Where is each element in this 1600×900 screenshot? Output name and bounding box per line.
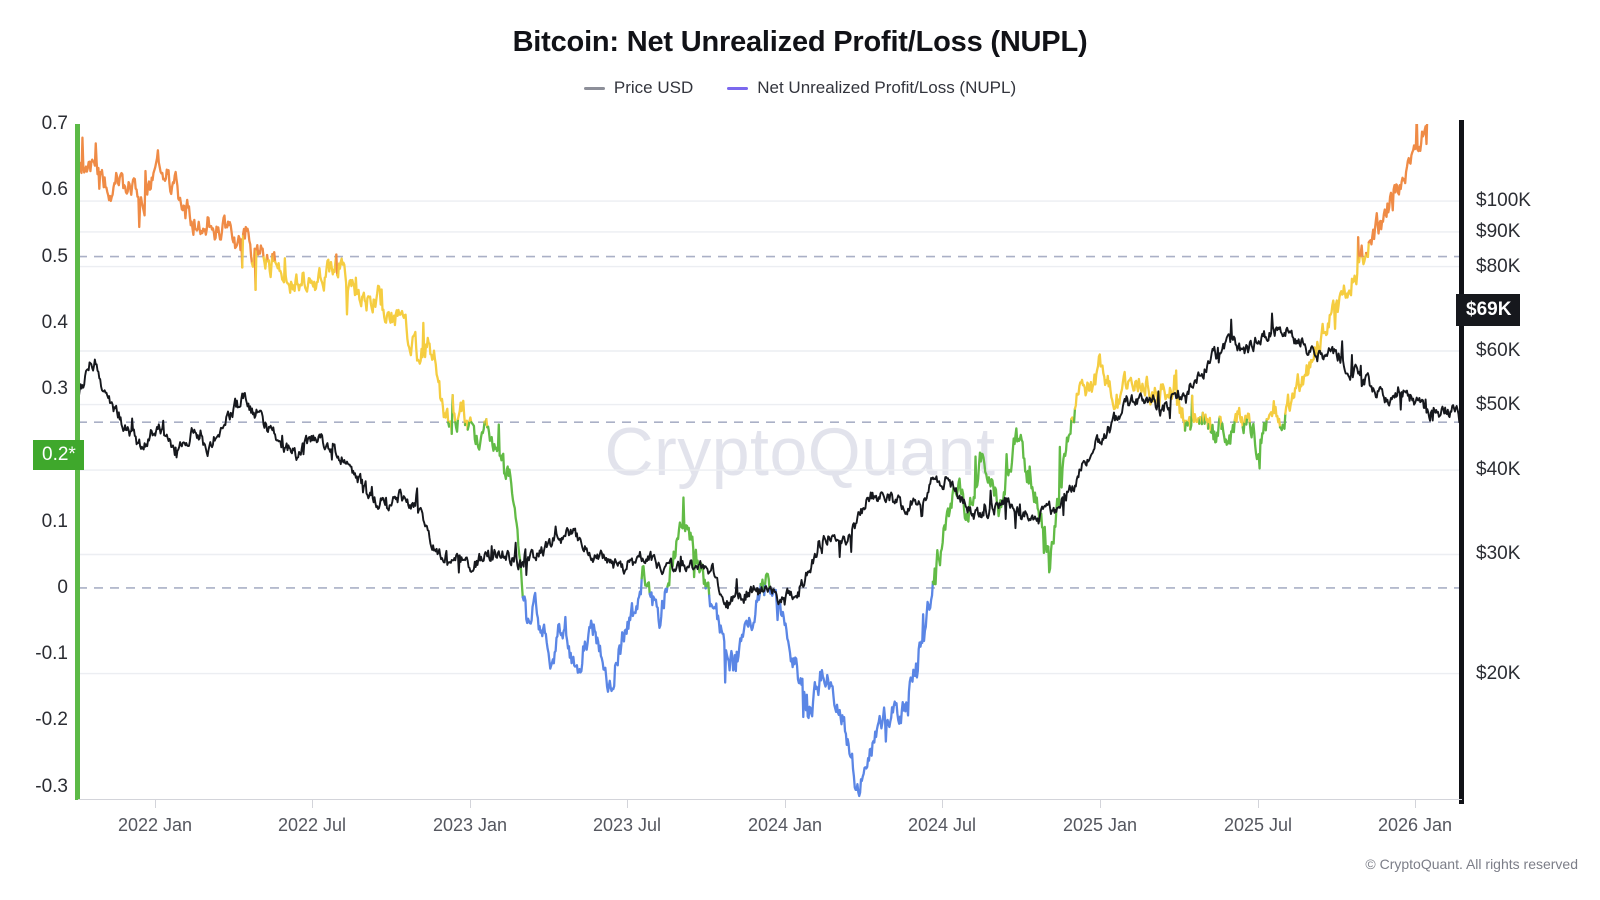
- x-axis-tick-mark: [942, 800, 943, 808]
- x-axis-tick-label: 2026 Jan: [1377, 815, 1453, 835]
- plot-svg: [78, 124, 1462, 798]
- price-current-value-badge: $69K: [1456, 293, 1521, 326]
- left-axis-tick-label: 0.5: [41, 245, 68, 267]
- plot-area: [78, 124, 1462, 800]
- x-axis-tick-label: 2024 Jul: [907, 815, 977, 835]
- right-axis-tick-label: $60K: [1476, 339, 1521, 361]
- left-axis-tick-label: -0.3: [35, 775, 68, 797]
- left-axis-tick-label: 0.1: [41, 510, 68, 532]
- x-axis-tick-mark: [155, 800, 156, 808]
- right-axis-tick-label: $80K: [1476, 255, 1521, 277]
- right-axis-tick-label: $50K: [1476, 393, 1521, 415]
- left-axis-tick-label: 0.3: [41, 378, 68, 400]
- nupl-current-value-badge: 0.2*: [33, 440, 84, 471]
- left-axis-tick-label: -0.2: [35, 709, 68, 731]
- copyright-footer: © CryptoQuant. All rights reserved: [1365, 856, 1578, 872]
- x-axis-tick-label: 2022 Jan: [117, 815, 193, 835]
- price-usd-series: [78, 312, 1462, 610]
- right-axis-tick-label: $100K: [1476, 190, 1531, 212]
- right-axis-line: [1459, 120, 1464, 804]
- left-axis-tick-label: 0: [57, 576, 68, 598]
- x-axis-tick-mark: [312, 800, 313, 808]
- legend-swatch-nupl: [727, 86, 749, 90]
- nupl-series: [78, 124, 1429, 798]
- legend-label-price-usd: Price USD: [613, 78, 694, 97]
- bottom-axis-line: [78, 799, 1462, 800]
- x-axis-tick-mark: [1100, 800, 1101, 808]
- x-axis-tick-mark: [470, 800, 471, 808]
- x-axis-tick-label: 2023 Jul: [592, 815, 662, 835]
- x-axis-tick-label: 2025 Jul: [1223, 815, 1293, 835]
- x-axis-tick-mark: [785, 800, 786, 808]
- chart-legend: Price USD Net Unrealized Profit/Loss (NU…: [0, 78, 1600, 98]
- left-axis-tick-label: 0.7: [41, 113, 68, 134]
- x-axis-tick-mark: [1258, 800, 1259, 808]
- legend-swatch-price-usd: [583, 86, 605, 90]
- right-axis-tick-label: $30K: [1476, 543, 1521, 565]
- x-axis-tick-mark: [1415, 800, 1416, 808]
- legend-item-price-usd[interactable]: Price USD: [583, 78, 694, 98]
- right-axis-tick-label: $40K: [1476, 459, 1521, 481]
- x-axis-tick-label: 2025 Jan: [1062, 815, 1138, 835]
- right-axis-tick-label: $90K: [1476, 220, 1521, 242]
- right-axis-tick-label: $20K: [1476, 662, 1521, 684]
- left-axis-tick-label: -0.1: [35, 643, 68, 665]
- x-axis-tick-label: 2024 Jan: [747, 815, 823, 835]
- chart-title: Bitcoin: Net Unrealized Profit/Loss (NUP…: [512, 26, 1088, 58]
- x-axis-tick-mark: [627, 800, 628, 808]
- legend-label-nupl: Net Unrealized Profit/Loss (NUPL): [757, 78, 1017, 97]
- x-axis-tick-label: 2023 Jan: [432, 815, 508, 835]
- left-axis-tick-label: 0.6: [41, 179, 68, 201]
- x-axis-tick-label: 2022 Jul: [277, 815, 347, 835]
- legend-item-nupl[interactable]: Net Unrealized Profit/Loss (NUPL): [727, 78, 1016, 98]
- left-axis-tick-label: 0.4: [41, 311, 68, 333]
